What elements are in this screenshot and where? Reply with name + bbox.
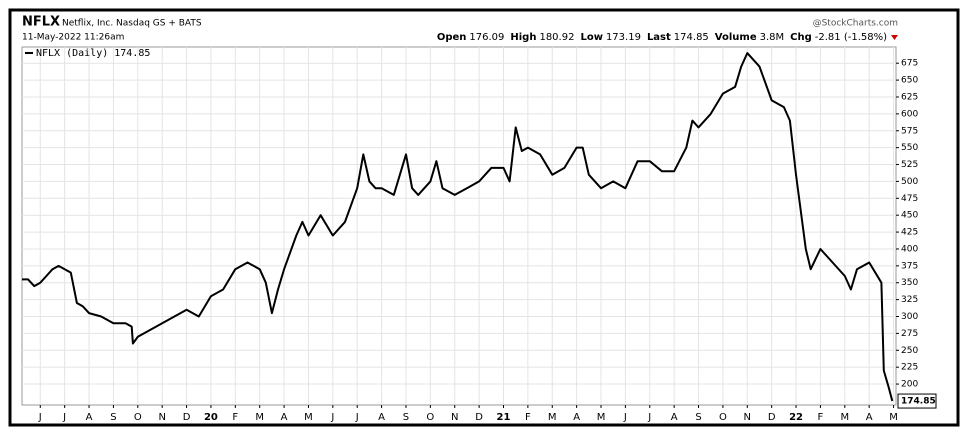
x-tick-label: A xyxy=(86,412,93,423)
quote-value: -2.81 (-1.58%) xyxy=(815,32,887,43)
y-tick-label: 475 xyxy=(901,194,918,204)
down-arrow xyxy=(891,35,898,40)
y-tick-label: 225 xyxy=(901,363,918,373)
y-tick-label: 250 xyxy=(901,346,918,356)
x-tick-label: J xyxy=(62,412,66,423)
quote-label: Low xyxy=(580,32,602,43)
x-tick-label: S xyxy=(695,412,701,423)
y-tick-label: 400 xyxy=(901,244,918,254)
last-value-label: 174.85 xyxy=(901,397,936,407)
quote-value: 174.85 xyxy=(674,32,709,43)
quote-label: Last xyxy=(647,32,671,43)
x-tick-label: M xyxy=(597,412,606,423)
x-tick-label: N xyxy=(158,412,165,423)
y-tick-label: 450 xyxy=(901,211,918,221)
x-tick-label: N xyxy=(744,412,751,423)
quote-value: 3.8M xyxy=(760,32,785,43)
x-tick-label: S xyxy=(403,412,409,423)
x-tick-label: M xyxy=(304,412,313,423)
y-tick-label: 650 xyxy=(901,76,918,86)
x-tick-label: D xyxy=(475,412,483,423)
x-tick-label: A xyxy=(671,412,678,423)
y-tick-label: 300 xyxy=(901,312,918,322)
x-tick-label: A xyxy=(573,412,580,423)
last-value-box xyxy=(897,393,937,409)
x-tick-label: J xyxy=(38,412,42,423)
x-tick-label: 21 xyxy=(497,412,511,423)
y-tick-label: 325 xyxy=(901,295,918,305)
frame xyxy=(8,8,960,427)
x-tick-label: F xyxy=(232,412,238,423)
quote-label: Open xyxy=(437,32,467,43)
x-tick-label: O xyxy=(719,412,727,423)
x-tick-label: F xyxy=(525,412,531,423)
y-tick-label: 575 xyxy=(901,126,918,136)
quote-value: 176.09 xyxy=(469,32,504,43)
y-tick-label: 375 xyxy=(901,261,918,271)
plot-area xyxy=(21,46,897,406)
quote: Open 176.09 High 180.92 Low 173.19 Last 174.85 V… xyxy=(437,32,887,43)
y-tick-label: 425 xyxy=(901,228,918,238)
x-tick-label: J xyxy=(647,412,651,423)
x-tick-label: 20 xyxy=(204,412,218,423)
symbol: NFLX xyxy=(22,15,60,30)
price-line xyxy=(22,52,894,402)
x-tick-label: M xyxy=(548,412,557,423)
quote-value: 173.19 xyxy=(606,32,641,43)
y-tick-label: 550 xyxy=(901,143,918,153)
x-tick-label: F xyxy=(818,412,824,423)
y-tick-label: 675 xyxy=(901,59,918,69)
y-tick-label: 275 xyxy=(901,329,918,339)
x-tick-label: A xyxy=(866,412,873,423)
x-tick-label: J xyxy=(623,412,627,423)
y-tick-label: 525 xyxy=(901,160,918,170)
x-tick-label: J xyxy=(355,412,359,423)
y-tick-label: 500 xyxy=(901,177,918,187)
quote-label: Volume xyxy=(715,32,757,43)
x-tick-label: J xyxy=(330,412,334,423)
legend-label: NFLX (Daily) 174.85 xyxy=(36,48,150,59)
x-tick-label: N xyxy=(451,412,458,423)
x-tick-label: O xyxy=(134,412,142,423)
y-tick-label: 350 xyxy=(901,278,918,288)
timestamp: 11-May-2022 11:26am xyxy=(22,33,124,43)
x-tick-label: D xyxy=(183,412,191,423)
quote-label: Chg xyxy=(790,32,812,43)
y-tick-label: 600 xyxy=(901,109,918,119)
source: @StockCharts.com xyxy=(813,19,898,29)
x-tick-label: A xyxy=(378,412,385,423)
y-tick-label: 625 xyxy=(901,92,918,102)
x-tick-label: O xyxy=(426,412,434,423)
y-tick-label: 200 xyxy=(901,380,918,390)
x-tick-label: 22 xyxy=(789,412,803,423)
x-tick-label: M xyxy=(255,412,264,423)
x-tick-label: A xyxy=(281,412,288,423)
x-tick-label: M xyxy=(889,412,898,423)
quote-value: 180.92 xyxy=(539,32,574,43)
x-tick-label: S xyxy=(110,412,116,423)
x-tick-label: M xyxy=(840,412,849,423)
x-tick-label: D xyxy=(768,412,776,423)
company: Netflix, Inc. Nasdaq GS + BATS xyxy=(62,19,202,29)
quote-label: High xyxy=(510,32,536,43)
